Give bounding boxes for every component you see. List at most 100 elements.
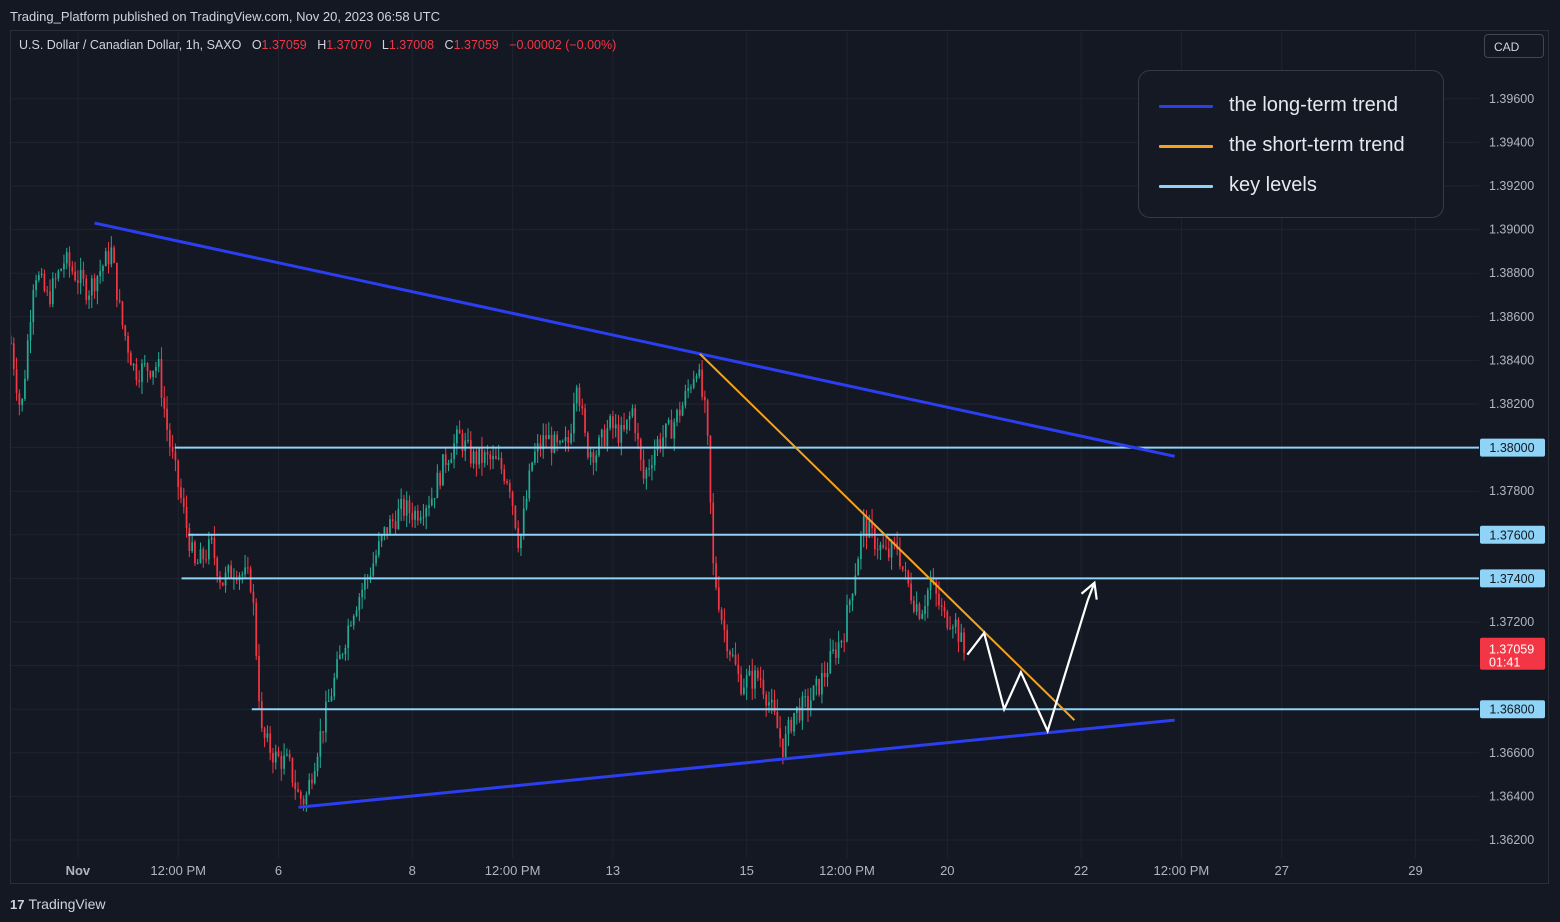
candle-body [132,364,135,366]
candle-body [327,700,330,702]
candle-body [553,434,556,453]
candle-body [676,409,678,423]
candle-body [787,719,790,735]
candle-body [651,465,653,469]
candle-body [592,451,595,463]
candle-body [444,454,447,466]
candle-body [266,733,269,738]
candle-body [818,678,820,695]
candle-body [369,575,372,578]
candle-body [547,434,550,440]
candle-body [938,593,940,606]
candle-body [199,549,202,564]
candle-body [116,262,118,301]
candle-body [815,678,818,686]
candle-body [868,520,871,538]
candle-body [865,516,868,538]
annotation-legend[interactable]: the long-term trend the short-term trend… [1138,70,1444,218]
x-tick-label: 12:00 PM [150,863,206,878]
candle-body [765,694,768,706]
candle-body [600,429,603,438]
candle-body [481,447,483,463]
candle-body [375,555,377,564]
candle-body [773,699,776,713]
candle-body [910,583,912,601]
candle-body [408,500,411,514]
bottom-bar [0,884,1560,922]
candle-body [263,728,266,738]
key-level-tag [1480,700,1545,719]
candle-body [68,252,71,267]
candle-body [520,534,522,549]
candle-body [405,500,408,516]
candle-body [185,506,188,528]
candle-body [394,521,397,529]
candle-body [550,434,553,453]
candle-body [464,440,467,452]
candle-body [442,454,444,486]
candle-body [556,434,559,443]
candle-body [564,437,567,442]
close-label: C [444,38,454,52]
candle-body [918,604,921,619]
candle-body [598,437,600,456]
candle-body [397,508,400,529]
y-tick-label: 1.39400 [1489,135,1534,149]
candle-body [784,734,787,757]
key-level-label: 1.36800 [1489,703,1534,717]
candle-body [804,696,807,698]
candle-body [110,247,113,265]
candle-body [272,752,274,763]
candle-body [645,469,648,479]
candle-body [469,440,472,464]
open-value: 1.37059 [261,38,307,52]
currency-button[interactable]: CAD [1484,34,1544,58]
candle-body [258,655,260,702]
y-tick-label: 1.38600 [1489,310,1534,324]
x-tick-label: 12:00 PM [819,863,875,878]
candle-body [38,274,40,281]
candle-body [887,548,890,558]
candle-body [517,528,520,549]
candle-body [124,325,127,337]
candle-body [274,751,277,763]
candle-body [77,280,79,284]
legend-label: the long-term trend [1229,94,1398,116]
candle-body [506,481,508,484]
key-level-tag [1480,569,1545,588]
y-tick-label: 1.38800 [1489,266,1534,280]
legend-label: key levels [1229,174,1317,196]
candle-body [252,591,255,603]
candle-body [277,751,280,757]
candle-body [500,457,503,470]
candle-body [570,433,572,443]
candle-body [642,459,645,479]
candle-body [352,615,355,626]
candle-body [99,271,102,277]
candle-body [913,600,915,612]
long-term-swatch [1159,105,1213,108]
candle-body [244,567,246,575]
candle-body [720,609,723,621]
candle-body [255,602,258,656]
symbol-legend: U.S. Dollar / Canadian Dollar, 1h, SAXO … [19,38,616,52]
candle-body [522,508,525,535]
candle-body [157,359,160,367]
candle-body [483,452,486,463]
candle-body [726,629,729,652]
candle-body [403,498,405,516]
candle-body [667,419,670,424]
candle-body [15,369,18,394]
symbol-name[interactable]: U.S. Dollar / Canadian Dollar, 1h, SAXO [19,38,242,52]
candle-body [51,278,54,305]
y-tick-label: 1.38200 [1489,397,1534,411]
y-tick-label: 1.39600 [1489,92,1534,106]
candle-body [511,491,514,506]
candle-body [954,619,957,628]
y-tick-label: 1.38400 [1489,353,1534,367]
candle-body [857,559,860,576]
candle-body [545,435,547,440]
current-price-label: 1.37059 [1489,643,1534,657]
tradingview-brand[interactable]: 17 TradingView [10,896,106,912]
current-price-tag [1480,637,1545,670]
